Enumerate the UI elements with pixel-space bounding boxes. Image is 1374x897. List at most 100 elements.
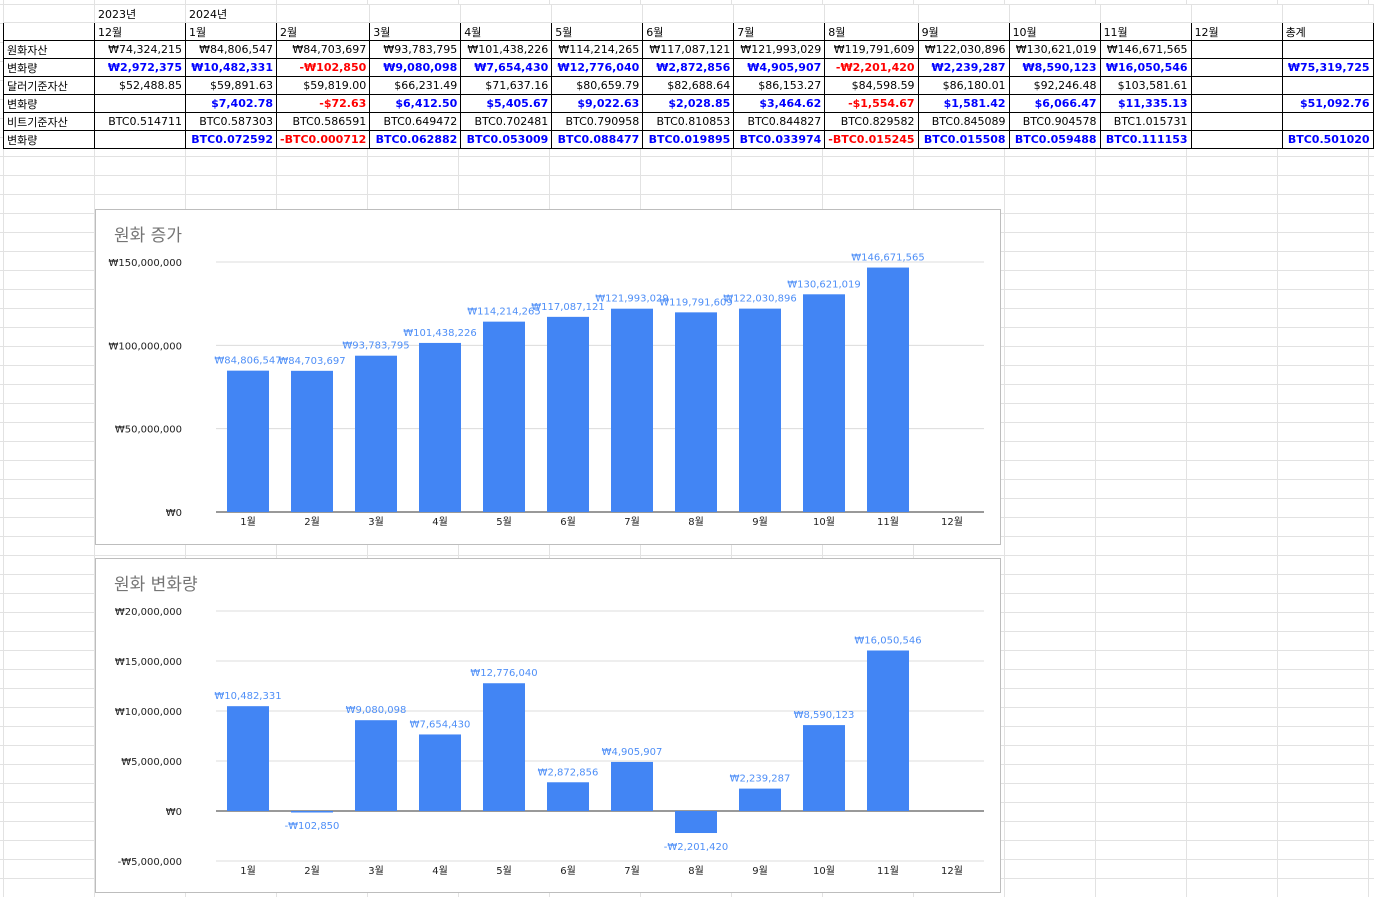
bar[interactable] — [803, 294, 845, 512]
table-cell[interactable]: $6,066.47 — [1008, 94, 1101, 113]
bar[interactable] — [611, 308, 653, 512]
table-cell[interactable]: ₩84,806,547 — [185, 40, 277, 59]
cell-empty[interactable] — [1008, 4, 1101, 23]
table-cell[interactable]: -$72.63 — [275, 94, 371, 113]
bar[interactable] — [675, 811, 717, 834]
cell-empty[interactable] — [642, 4, 735, 23]
table-cell[interactable]: $3,464.62 — [733, 94, 826, 113]
table-cell[interactable]: -₩2,201,420 — [824, 58, 919, 77]
header-corner-cell[interactable] — [3, 22, 95, 41]
table-cell[interactable] — [1281, 40, 1374, 59]
table-cell[interactable]: BTC0.514711 — [94, 112, 186, 131]
table-cell[interactable]: BTC0.829582 — [824, 112, 919, 131]
table-cell[interactable] — [94, 130, 186, 149]
table-cell[interactable]: BTC0.810853 — [642, 112, 735, 131]
table-cell[interactable]: $82,688.64 — [642, 76, 735, 95]
table-cell[interactable] — [1281, 112, 1374, 131]
cell-empty[interactable] — [369, 4, 462, 23]
table-cell[interactable]: ₩4,905,907 — [733, 58, 826, 77]
cell-empty[interactable] — [1190, 4, 1283, 23]
table-cell[interactable]: BTC0.053009 — [460, 130, 553, 149]
row-label-cell[interactable]: 달러기준자산 — [3, 76, 95, 95]
bar[interactable] — [227, 706, 269, 811]
table-cell[interactable]: ₩16,050,546 — [1099, 58, 1192, 77]
header-month-cell[interactable]: 7월 — [733, 22, 826, 41]
table-cell[interactable]: $92,246.48 — [1008, 76, 1101, 95]
header-month-cell[interactable]: 1월 — [185, 22, 277, 41]
row-label-cell[interactable]: 변화량 — [3, 94, 95, 113]
table-cell[interactable]: BTC0.587303 — [185, 112, 277, 131]
table-cell[interactable]: $7,402.78 — [185, 94, 277, 113]
table-cell[interactable] — [94, 94, 186, 113]
table-cell[interactable]: BTC0.586591 — [275, 112, 371, 131]
table-cell[interactable]: $9,022.63 — [551, 94, 644, 113]
table-cell[interactable]: $71,637.16 — [460, 76, 553, 95]
table-cell[interactable] — [1190, 94, 1283, 113]
bar[interactable] — [483, 683, 525, 811]
bar[interactable] — [547, 782, 589, 811]
cell-empty[interactable] — [1099, 4, 1192, 23]
table-cell[interactable]: BTC0.072592 — [185, 130, 277, 149]
chart-krw-growth[interactable]: 원화 증가 ₩0 ₩50,000,000 ₩100,000,000 ₩150,000,0… — [95, 209, 1001, 545]
cell-empty[interactable] — [275, 4, 371, 23]
table-cell[interactable]: -₩102,850 — [275, 58, 371, 77]
bar[interactable] — [483, 321, 525, 512]
table-cell[interactable]: BTC0.033974 — [733, 130, 826, 149]
table-cell[interactable]: ₩117,087,121 — [642, 40, 735, 59]
table-cell[interactable]: ₩75,319,725 — [1281, 58, 1374, 77]
bar[interactable] — [611, 761, 653, 811]
bar[interactable] — [867, 267, 909, 512]
row-label-cell[interactable]: 변화량 — [3, 130, 95, 149]
table-cell[interactable]: BTC0.845089 — [917, 112, 1010, 131]
table-cell[interactable] — [1190, 58, 1283, 77]
bar[interactable] — [803, 725, 845, 811]
row-label-cell[interactable]: 원화자산 — [3, 40, 95, 59]
bar[interactable] — [675, 312, 717, 512]
header-month-cell[interactable]: 11월 — [1099, 22, 1192, 41]
bar[interactable] — [739, 788, 781, 811]
table-cell[interactable]: ₩7,654,430 — [460, 58, 553, 77]
bar[interactable] — [355, 355, 397, 512]
table-cell[interactable]: ₩2,872,856 — [642, 58, 735, 77]
table-cell[interactable]: $6,412.50 — [369, 94, 462, 113]
header-month-cell[interactable]: 2월 — [275, 22, 371, 41]
table-cell[interactable]: BTC0.059488 — [1008, 130, 1101, 149]
bar[interactable] — [867, 650, 909, 811]
table-cell[interactable]: $1,581.42 — [917, 94, 1010, 113]
table-cell[interactable]: $52,488.85 — [94, 76, 186, 95]
table-cell[interactable]: $11,335.13 — [1099, 94, 1192, 113]
header-month-cell[interactable]: 6월 — [642, 22, 735, 41]
bar[interactable] — [419, 342, 461, 512]
table-cell[interactable]: -$1,554.67 — [824, 94, 919, 113]
year-label-2023[interactable]: 2023년 — [94, 4, 186, 23]
header-month-cell[interactable]: 8월 — [824, 22, 919, 41]
bar[interactable] — [291, 370, 333, 512]
table-cell[interactable]: $59,891.63 — [185, 76, 277, 95]
row-label-cell[interactable]: 비트기준자산 — [3, 112, 95, 131]
table-cell[interactable]: ₩114,214,265 — [551, 40, 644, 59]
table-cell[interactable]: BTC0.702481 — [460, 112, 553, 131]
cell-empty[interactable] — [551, 4, 644, 23]
header-month-cell[interactable]: 12월 — [1190, 22, 1283, 41]
table-cell[interactable] — [1190, 76, 1283, 95]
chart-krw-change[interactable]: 원화 변화량 -₩5,000,000 ₩0 ₩5,000,000 ₩10,000,000… — [95, 558, 1001, 893]
table-cell[interactable]: $66,231.49 — [369, 76, 462, 95]
table-cell[interactable]: ₩74,324,215 — [94, 40, 186, 59]
table-cell[interactable]: BTC0.844827 — [733, 112, 826, 131]
header-month-cell[interactable]: 12월 — [94, 22, 186, 41]
table-cell[interactable]: ₩2,239,287 — [917, 58, 1010, 77]
table-cell[interactable]: BTC0.015508 — [917, 130, 1010, 149]
table-cell[interactable]: $51,092.76 — [1281, 94, 1374, 113]
year-label-2024[interactable]: 2024년 — [185, 4, 277, 23]
header-month-cell[interactable]: 5월 — [551, 22, 644, 41]
table-cell[interactable]: BTC0.904578 — [1008, 112, 1101, 131]
table-cell[interactable]: BTC0.019895 — [642, 130, 735, 149]
table-cell[interactable] — [1190, 40, 1283, 59]
cell-empty[interactable] — [917, 4, 1010, 23]
table-cell[interactable] — [1281, 76, 1374, 95]
table-cell[interactable]: ₩121,993,029 — [733, 40, 826, 59]
table-cell[interactable]: ₩12,776,040 — [551, 58, 644, 77]
table-cell[interactable]: ₩2,972,375 — [94, 58, 186, 77]
table-cell[interactable]: BTC0.790958 — [551, 112, 644, 131]
table-cell[interactable]: ₩8,590,123 — [1008, 58, 1101, 77]
